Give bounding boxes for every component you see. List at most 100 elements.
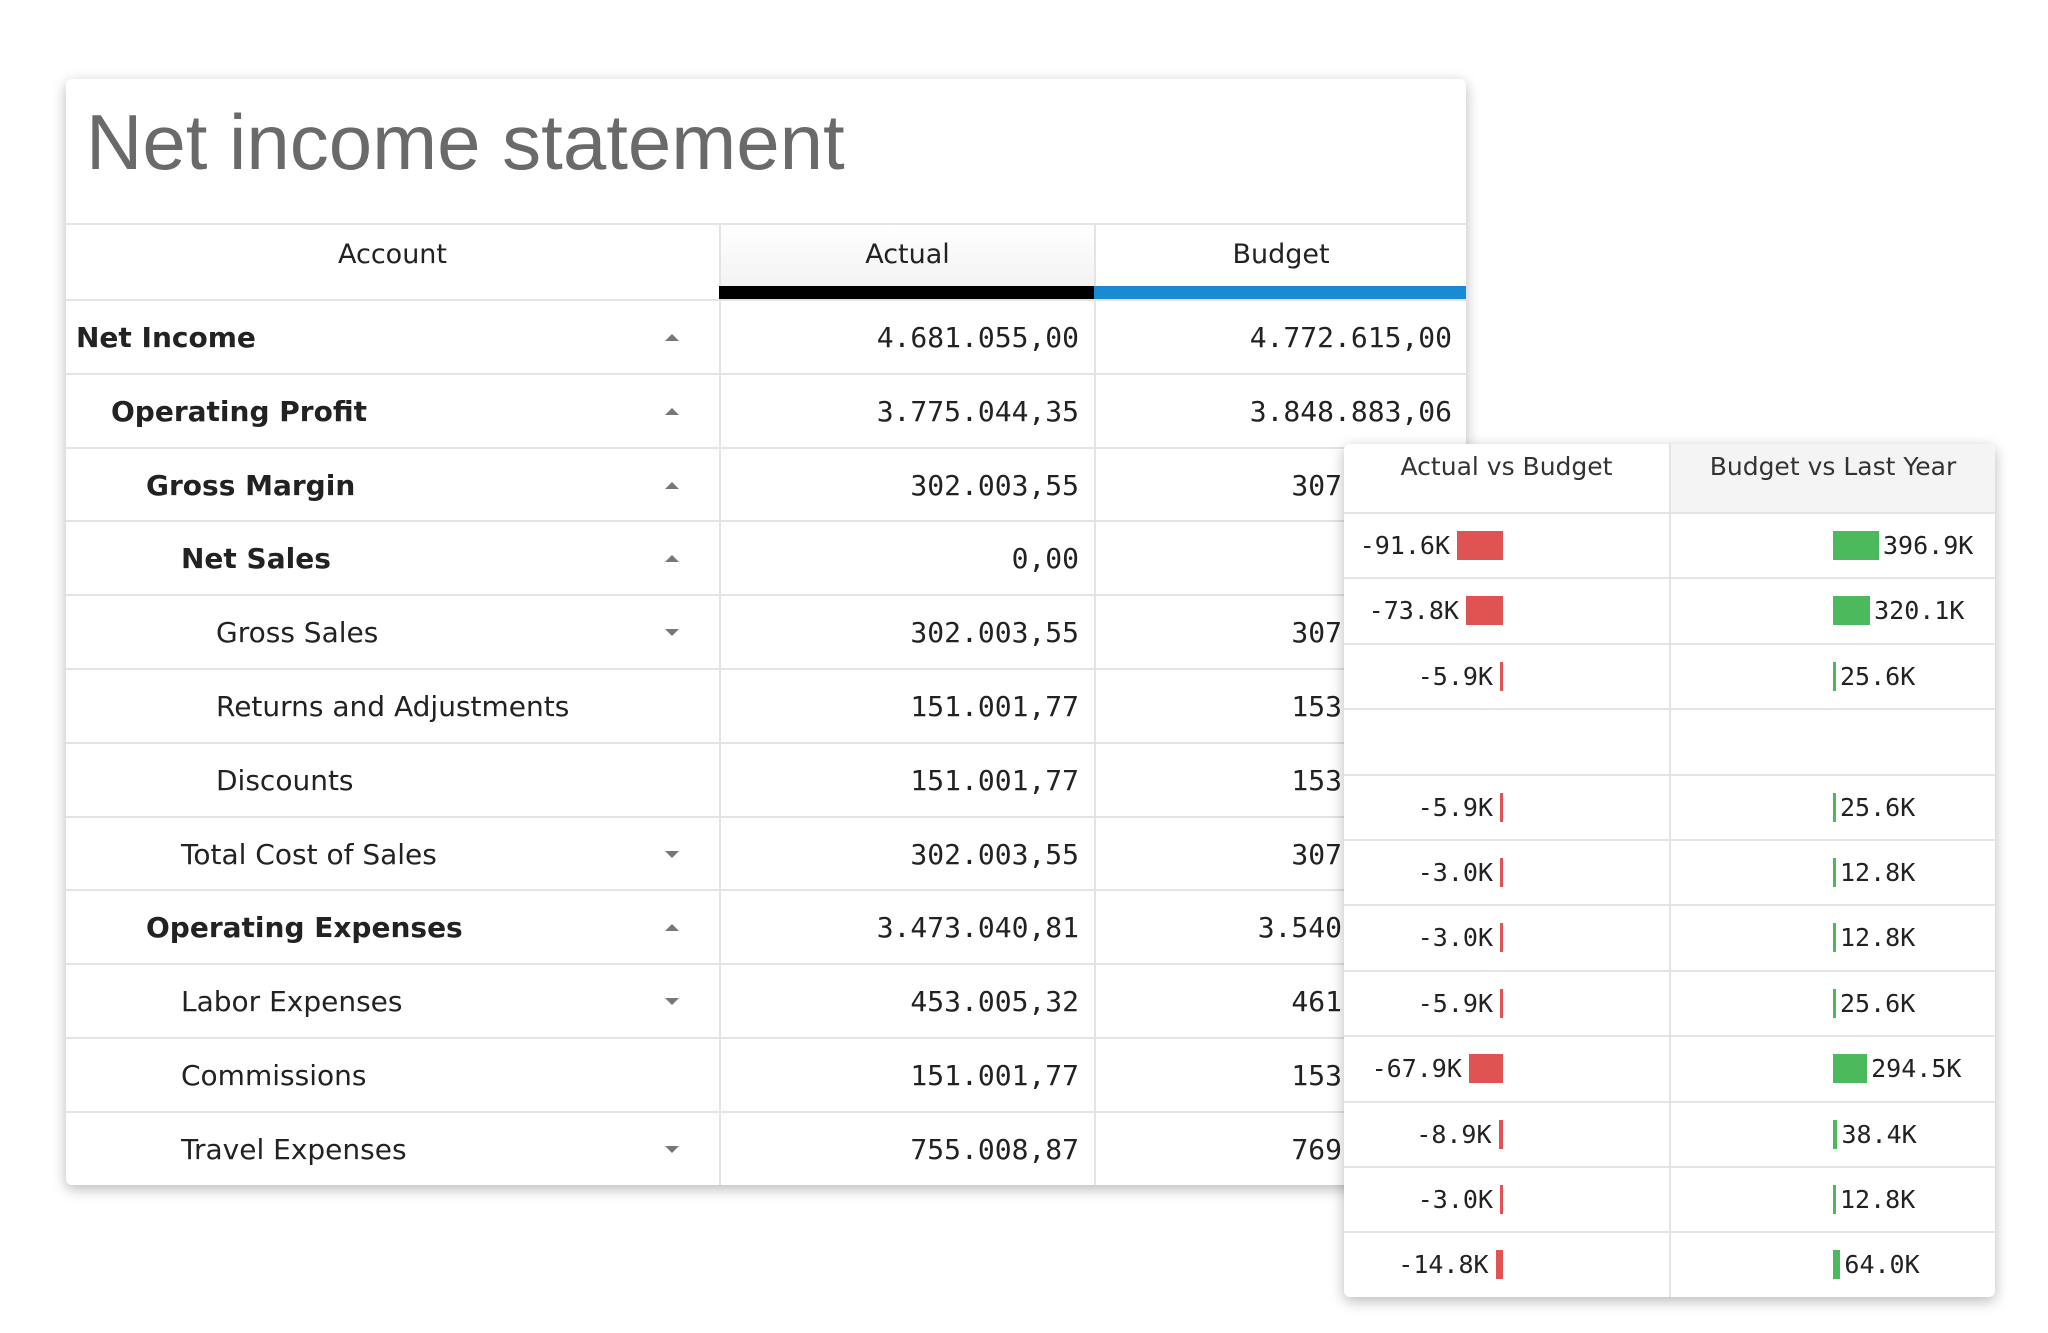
- variance-bar: [1833, 661, 1836, 691]
- variance-cell: -3.0K: [1344, 1166, 1669, 1231]
- variance-bar: [1833, 858, 1836, 887]
- variance-cell: -91.6K: [1344, 512, 1669, 577]
- variance-bar: [1500, 858, 1503, 887]
- toggle-arrow[interactable]: [665, 407, 679, 415]
- variance-label: 25.6K: [1840, 792, 1916, 822]
- account-cell[interactable]: Net Sales: [66, 520, 719, 594]
- toggle-arrow[interactable]: [665, 629, 679, 637]
- actual-cell: 755.008,87: [719, 1110, 1094, 1185]
- actual-cell: 151.001,77: [719, 668, 1094, 742]
- toggle-arrow[interactable]: [665, 1145, 679, 1153]
- toggle-arrow[interactable]: [665, 924, 679, 932]
- variance-bar: [1833, 1054, 1868, 1084]
- budget-cell: 307: [1094, 446, 1466, 521]
- toggle-arrow[interactable]: [665, 481, 679, 489]
- toggle-arrow[interactable]: [665, 555, 679, 563]
- variance-cell: 320.1K: [1669, 577, 1995, 643]
- account-cell[interactable]: Gross Margin: [66, 446, 719, 521]
- actual-cell: 302.003,55: [719, 815, 1094, 890]
- variance-cell: -3.0K: [1344, 904, 1669, 969]
- actual-cell: 453.005,32: [719, 963, 1094, 1038]
- variance-cell: 25.6K: [1669, 969, 1995, 1036]
- budget-cell: 3.540: [1094, 889, 1466, 964]
- variance-label: -91.6K: [1359, 531, 1450, 560]
- account-cell[interactable]: Net Income: [66, 299, 719, 373]
- variance-cell: [1344, 708, 1669, 773]
- account-cell: Returns and Adjustments: [66, 668, 719, 742]
- budget-cell: 307: [1094, 594, 1466, 669]
- variance-bar: [1833, 531, 1879, 560]
- variance-label: -5.9K: [1417, 661, 1493, 691]
- variance-bar: [1500, 661, 1503, 691]
- variance-cell: 38.4K: [1669, 1100, 1995, 1166]
- toggle-arrow[interactable]: [665, 334, 679, 341]
- account-cell[interactable]: Labor Expenses: [66, 963, 719, 1037]
- title: Net income statement: [86, 98, 845, 186]
- account-cell: Commissions: [66, 1037, 719, 1111]
- account-cell[interactable]: Gross Sales: [66, 594, 719, 668]
- variance-cell: 396.9K: [1669, 512, 1995, 578]
- variance-cell: -73.8K: [1344, 577, 1669, 642]
- income-statement-card: Net income statement Account Actual Budget…: [66, 79, 1466, 1185]
- actual-cell: 3.775.044,35: [719, 372, 1094, 447]
- variance-label: 396.9K: [1883, 531, 1974, 560]
- variance-bar: [1495, 1250, 1503, 1280]
- actual-cell: 151.001,77: [719, 1037, 1094, 1111]
- actual-cell: 302.003,55: [719, 594, 1094, 669]
- variance-bar: [1833, 1250, 1841, 1280]
- variance-bar: [1833, 596, 1871, 626]
- variance-cell: 12.8K: [1669, 839, 1995, 905]
- variance-label: -5.9K: [1417, 988, 1493, 1018]
- account-cell[interactable]: Operating Expenses: [66, 889, 719, 963]
- variance-cell: 25.6K: [1669, 642, 1995, 709]
- budget-cell: 461: [1094, 963, 1466, 1038]
- variance-bar: [1457, 531, 1503, 560]
- variance-label: 294.5K: [1871, 1054, 1962, 1084]
- variance-cell: -67.9K: [1344, 1035, 1669, 1100]
- variance-cell: -3.0K: [1344, 839, 1669, 904]
- variance-bar: [1498, 1119, 1503, 1149]
- variance-label: -3.0K: [1417, 1185, 1493, 1214]
- variance-bar: [1500, 923, 1503, 953]
- column-header: Actual vs Budget: [1344, 444, 1669, 512]
- actual-cell: 0,00: [719, 520, 1094, 595]
- variance-label: 12.8K: [1840, 923, 1916, 953]
- variance-bar: [1500, 792, 1503, 822]
- variance-cell: 12.8K: [1669, 1166, 1995, 1232]
- header-underline: [719, 286, 1094, 299]
- variance-cell: 12.8K: [1669, 904, 1995, 970]
- header-underline: [1094, 286, 1466, 299]
- budget-cell: 4.772.615,00: [1094, 299, 1466, 373]
- budget-cell: 153: [1094, 1037, 1466, 1111]
- variance-cell: -5.9K: [1344, 969, 1669, 1035]
- variance-bar: [1833, 1185, 1836, 1214]
- variance-label: 64.0K: [1844, 1250, 1920, 1280]
- variance-bar: [1500, 988, 1503, 1018]
- budget-cell: 153: [1094, 668, 1466, 742]
- variance-cell: -14.8K: [1344, 1231, 1669, 1296]
- variance-cell: -5.9K: [1344, 642, 1669, 708]
- account-cell: Discounts: [66, 741, 719, 816]
- actual-cell: 302.003,55: [719, 446, 1094, 521]
- actual-cell: 3.473.040,81: [719, 889, 1094, 964]
- variance-bar: [1500, 1185, 1503, 1214]
- column-header: Budget vs Last Year: [1669, 444, 1995, 512]
- variance-cell: -8.9K: [1344, 1100, 1669, 1166]
- variance-label: 12.8K: [1840, 858, 1916, 887]
- account-cell[interactable]: Travel Expenses: [66, 1110, 719, 1185]
- column-header: Account: [66, 223, 719, 299]
- variance-label: -8.9K: [1416, 1119, 1492, 1149]
- variance-bar: [1465, 596, 1503, 626]
- variance-label: -3.0K: [1417, 858, 1493, 887]
- variance-cell: -5.9K: [1344, 773, 1669, 839]
- toggle-arrow[interactable]: [665, 850, 679, 858]
- variance-label: 38.4K: [1841, 1119, 1917, 1149]
- budget-cell: 153: [1094, 741, 1466, 816]
- variance-label: 25.6K: [1840, 661, 1916, 691]
- account-cell[interactable]: Operating Profit: [66, 372, 719, 447]
- variance-bar: [1833, 1119, 1838, 1149]
- toggle-arrow[interactable]: [665, 998, 679, 1006]
- account-cell[interactable]: Total Cost of Sales: [66, 815, 719, 890]
- variance-label: -14.8K: [1398, 1250, 1489, 1280]
